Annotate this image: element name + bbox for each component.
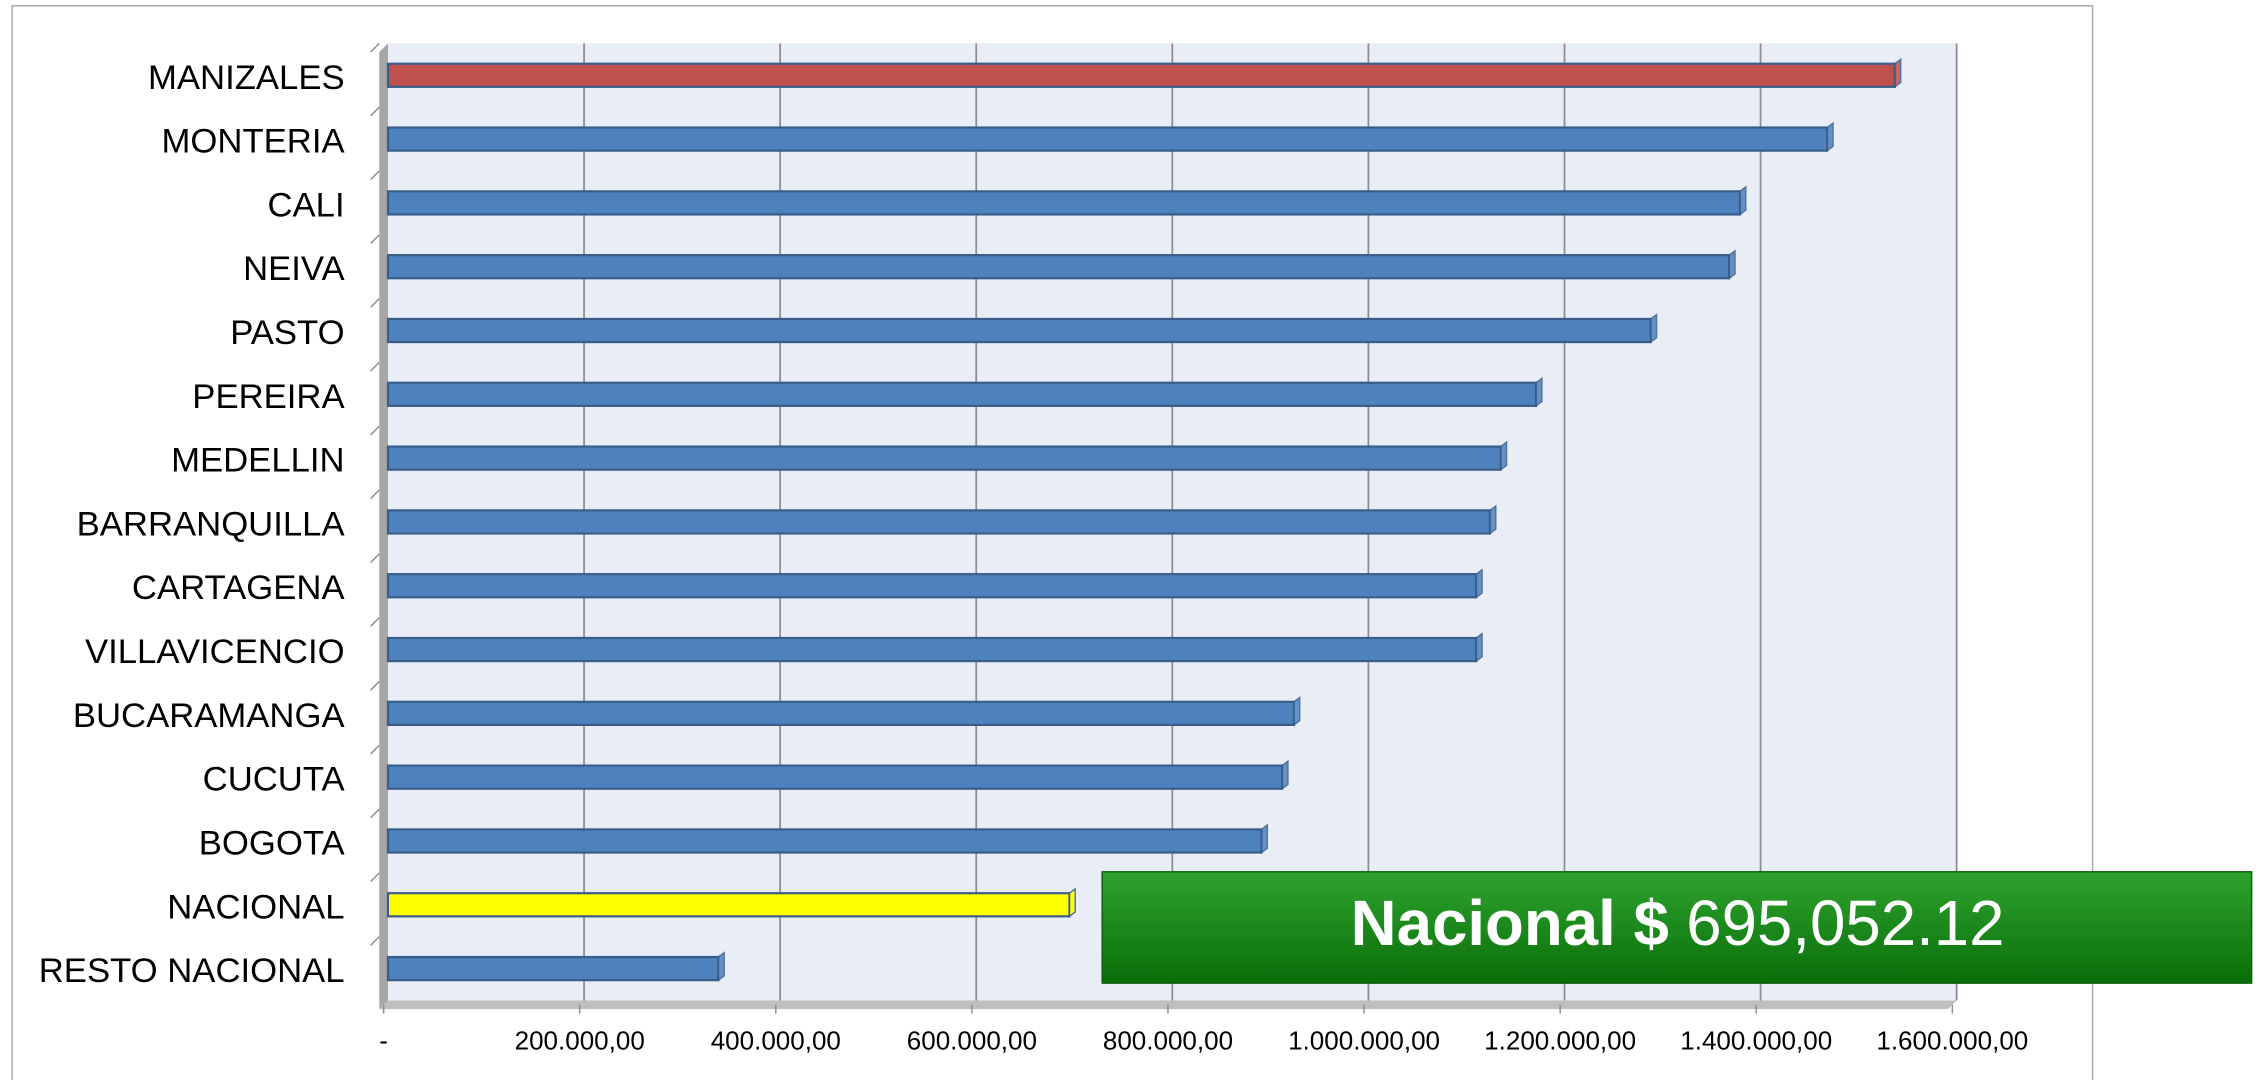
tick-mark (370, 744, 380, 755)
y-tick-label: BARRANQUILLA (77, 505, 346, 543)
bar (386, 317, 1652, 344)
x-tick-label: 800.000,00 (1103, 1025, 1233, 1055)
y-tick-label: CARTAGENA (132, 569, 346, 607)
bar-side (1894, 57, 1902, 89)
labels: - 200.000,00 400.000,00 600.000,00 800.000,0… (39, 59, 2029, 1056)
bar (386, 381, 1538, 407)
annotation-value: 695,052.12 (1686, 888, 2004, 959)
y-tick-label: MEDELLIN (171, 442, 345, 480)
tick-mark (370, 489, 380, 500)
bar (386, 828, 1263, 854)
y-tick-label: MONTERIA (162, 123, 346, 161)
bar-side (1260, 823, 1269, 854)
bar-side (1068, 887, 1076, 918)
annotation: Nacional $695,052.12 (1351, 888, 2005, 959)
annotation-bold: Nacional $ (1351, 888, 1669, 959)
bar (386, 509, 1492, 535)
tick-mark (370, 872, 380, 883)
tick-mark (370, 298, 380, 308)
bar (386, 190, 1742, 216)
tick-mark (370, 553, 380, 564)
bar-side (1739, 185, 1747, 216)
tick-mark (370, 936, 380, 946)
bar (386, 892, 1071, 918)
bar (386, 445, 1502, 471)
bar-side (1281, 759, 1289, 791)
bar (386, 573, 1478, 599)
bar-side (1500, 440, 1508, 472)
bar-side (1489, 504, 1497, 535)
bar (386, 636, 1478, 663)
tick-mark (370, 680, 380, 691)
y-tick-label: VILLAVICENCIO (85, 633, 345, 671)
x-tick-label: 1.000.000,00 (1288, 1025, 1440, 1055)
bar (386, 764, 1284, 790)
x-tick-label: 200.000,00 (515, 1025, 645, 1055)
y-tick-label: NEIVA (243, 250, 345, 288)
bar (386, 126, 1829, 152)
bar-side (1475, 632, 1483, 663)
y-tick-label: CUCUTA (203, 761, 346, 799)
tick-mark (370, 617, 380, 627)
y-tick-label: BUCARAMANGA (73, 697, 346, 735)
tick-mark (370, 425, 380, 436)
bar-side (1728, 249, 1736, 280)
y-tick-label: PASTO (230, 314, 344, 352)
annotation-background (1101, 871, 2253, 984)
bar-side (1293, 695, 1301, 727)
y-tick-label: MANIZALES (148, 59, 345, 97)
tick-mark (370, 170, 380, 181)
bar (386, 955, 720, 982)
x-tick-label: 1.400.000,00 (1680, 1025, 1832, 1055)
tick-mark (370, 234, 380, 244)
tick-mark (370, 808, 380, 819)
y-tick-label: CALI (267, 186, 344, 224)
x-tick-label: - (379, 1025, 388, 1055)
bar-side (1535, 376, 1543, 408)
bar-side (1650, 313, 1658, 344)
bar (386, 62, 1896, 88)
tick-mark (370, 361, 380, 372)
y-tick-label: BOGOTA (199, 824, 346, 862)
y-tick-label: PEREIRA (192, 378, 345, 416)
axis-wall (379, 43, 388, 1010)
bar-side (717, 951, 725, 982)
bars (386, 57, 1902, 982)
x-tick-label: 1.600.000,00 (1876, 1025, 2028, 1055)
x-tick-label: 400.000,00 (711, 1025, 841, 1055)
bar-side (1826, 121, 1834, 153)
x-tick-label: 1.200.000,00 (1484, 1025, 1636, 1055)
bar-side (1475, 568, 1483, 599)
x-tick-label: 600.000,00 (907, 1025, 1037, 1055)
y-tick-label: NACIONAL (167, 888, 344, 926)
tick-mark (370, 106, 380, 117)
tick-mark (370, 42, 380, 53)
bar (386, 700, 1295, 726)
annotation-box: Nacional $695,052.12 (1101, 871, 2253, 984)
y-tick-label: RESTO NACIONAL (39, 952, 345, 990)
bar (386, 254, 1731, 280)
